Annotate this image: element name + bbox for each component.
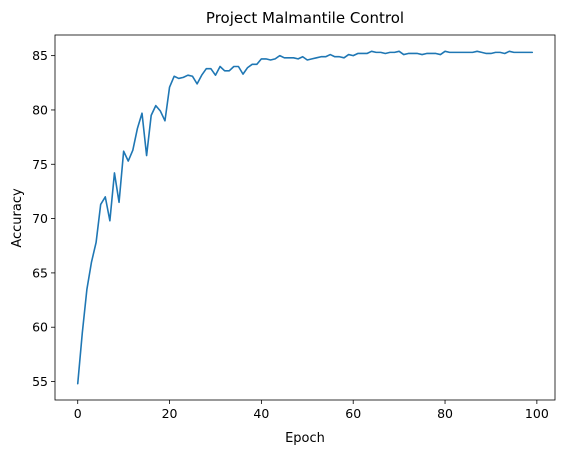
x-tick-label: 60 (345, 406, 361, 421)
x-tick-label: 40 (253, 406, 269, 421)
y-tick-label: 75 (32, 157, 48, 172)
x-tick-label: 20 (162, 406, 178, 421)
y-tick-label: 85 (32, 48, 48, 63)
x-tick-label: 80 (437, 406, 453, 421)
accuracy-line (76, 50, 534, 385)
y-tick-label: 55 (32, 374, 48, 389)
y-tick-label: 80 (32, 102, 48, 117)
y-tick-label: 65 (32, 265, 48, 280)
y-tick-label: 70 (32, 211, 48, 226)
x-tick-label: 0 (74, 406, 82, 421)
axes-frame (54, 34, 556, 401)
y-tick-label: 60 (32, 320, 48, 335)
x-tick-label: 100 (525, 406, 549, 421)
x-axis-label: Epoch (285, 431, 325, 446)
y-axis-label: Accuracy (10, 188, 25, 248)
plot-area: 0 20 40 60 80 100 55 60 65 70 75 80 85 (32, 34, 556, 421)
chart-title: Project Malmantile Control (206, 9, 404, 27)
